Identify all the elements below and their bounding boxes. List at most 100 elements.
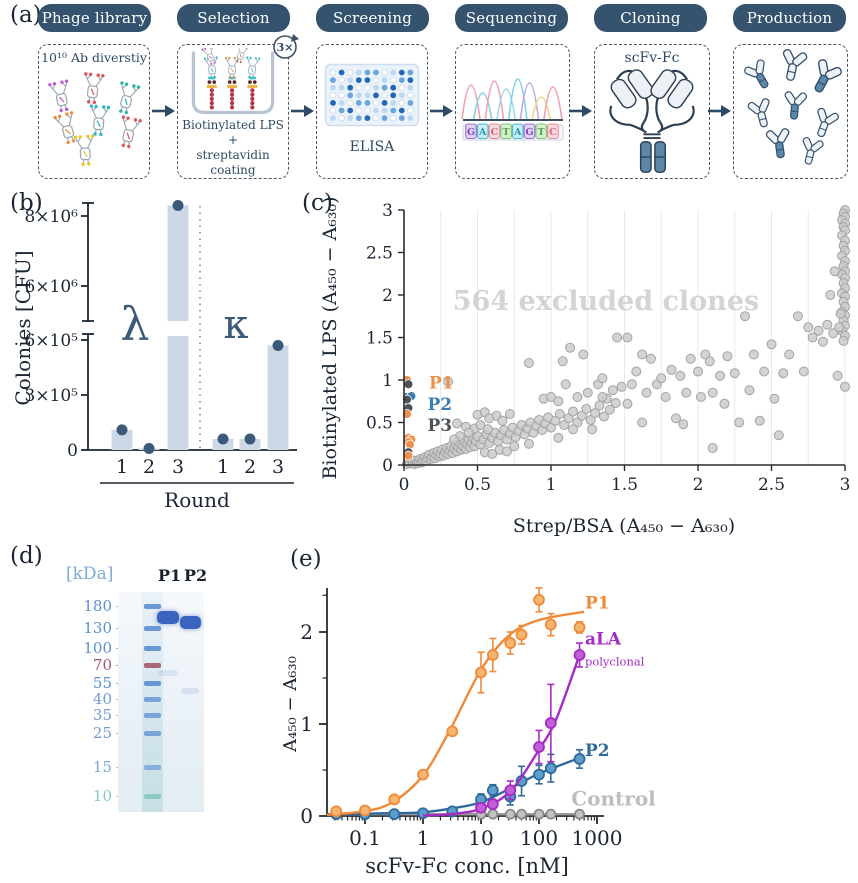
- library-caption: 10¹⁰ Ab diverstiy: [41, 50, 147, 65]
- phage-antibody-icon: [84, 71, 105, 104]
- svg-text:1: 1: [417, 826, 430, 850]
- series-p1: P1: [326, 587, 610, 818]
- svg-text:1: 1: [382, 371, 393, 391]
- series-label-p2: P2: [585, 741, 610, 761]
- data-point: [516, 808, 527, 820]
- svg-text:C: C: [490, 127, 498, 138]
- stage-production: Production: [733, 4, 846, 32]
- kda-label-100: 100: [83, 639, 112, 657]
- stage-box-screening: ELISA: [316, 44, 428, 179]
- data-point: [417, 807, 429, 820]
- svg-text:2: 2: [693, 475, 704, 495]
- x-axis-label: Round: [164, 488, 230, 512]
- stage-pill-phage-library: Phage library: [38, 4, 151, 32]
- svg-text:1: 1: [300, 712, 313, 736]
- ladder-band-180: [144, 603, 161, 609]
- fc-domains: [639, 140, 666, 173]
- sample-band-p1: [157, 611, 179, 624]
- svg-text:2: 2: [382, 286, 393, 306]
- faint-band: [158, 670, 178, 676]
- workflow-arrow-icon: [569, 105, 592, 117]
- data-point: [359, 804, 371, 817]
- y-axis-label: Biotinylated LPS (A₄₅₀ − A₆₃₀): [319, 196, 341, 479]
- svg-text:3: 3: [272, 456, 284, 478]
- phage-antibody-icon: [246, 56, 261, 79]
- gel-lane-label-p2: P2: [184, 566, 208, 585]
- cycle-3x-badge: 3×: [270, 32, 300, 66]
- svg-text:0.5: 0.5: [464, 475, 491, 495]
- svg-text:10: 10: [468, 826, 493, 850]
- workflow-arrow-icon: [708, 105, 731, 117]
- elisa-plate-illustration: [324, 63, 420, 127]
- stage-box-cloning: scFv-Fc: [594, 44, 710, 179]
- svg-text:T: T: [537, 127, 544, 138]
- data-point: [515, 628, 528, 641]
- stage-pill-sequencing: Sequencing: [455, 4, 568, 32]
- series-label-control: Control: [571, 786, 656, 810]
- svg-text:2: 2: [143, 456, 155, 478]
- group-symbol: λ: [120, 297, 149, 351]
- data-point: [417, 768, 429, 781]
- stage-pill-cloning: Cloning: [594, 4, 707, 32]
- data-point: [475, 801, 487, 814]
- svg-text:1: 1: [546, 475, 557, 495]
- series-sublabel: polyclonal: [585, 655, 645, 669]
- kda-label-25: 25: [92, 724, 112, 742]
- kda-header: [kDa]: [66, 564, 114, 584]
- data-point: [574, 808, 585, 820]
- phage-antibody-icon: [89, 104, 111, 136]
- data-point: [504, 637, 517, 649]
- svg-text:2.5: 2.5: [366, 244, 393, 264]
- svg-text:1000: 1000: [572, 826, 623, 850]
- stage-box-phage-library: 10¹⁰ Ab diverstiy: [38, 44, 150, 179]
- ladder-band-130: [144, 625, 161, 631]
- data-point: [504, 808, 516, 820]
- y-axis: 6×10⁶ 8×10⁶ 0 3×10⁵ 6×10⁵: [24, 202, 94, 461]
- svg-text:0: 0: [382, 456, 393, 476]
- scfv-fc-antibody-icon: [609, 68, 695, 173]
- chromatogram-peaks: [460, 78, 563, 120]
- clone-label-P2: P2: [428, 395, 453, 415]
- kda-label-180: 180: [83, 597, 112, 615]
- svg-text:G: G: [525, 127, 533, 138]
- antibody-icon: [784, 91, 807, 120]
- data-point: [533, 768, 545, 781]
- antibody-icon: [743, 59, 768, 89]
- kda-label-10: 10: [92, 787, 112, 805]
- svg-text:A: A: [478, 127, 487, 138]
- panel-d-letter: (d): [10, 543, 43, 569]
- ladder-band-70: [144, 662, 161, 668]
- selection-caption-line1: Biotinylated LPS +: [182, 118, 284, 147]
- selection-well-illustration: [191, 48, 275, 115]
- clone-label-P3: P3: [428, 416, 453, 436]
- svg-text:8×10⁶: 8×10⁶: [24, 207, 78, 227]
- elisa-caption: ELISA: [349, 139, 395, 155]
- watermark-excluded-clones: 564 excluded clones: [453, 286, 759, 317]
- x-axis-label: scFv-Fc conc. [nM]: [365, 854, 569, 878]
- fit-curve: [326, 610, 585, 817]
- svg-text:2: 2: [300, 620, 313, 644]
- antibody-icon: [814, 59, 842, 93]
- svg-text:3: 3: [172, 456, 184, 478]
- ladder-band-25: [144, 730, 161, 736]
- svg-text:T: T: [502, 127, 509, 138]
- svg-text:G: G: [466, 127, 474, 138]
- antibody-icon: [816, 107, 839, 138]
- production-antibodies-illustration: [743, 48, 842, 165]
- data-point: [573, 621, 586, 634]
- svg-text:6×10⁶: 6×10⁶: [24, 277, 78, 297]
- svg-text:1.5: 1.5: [611, 475, 638, 495]
- svg-text:0: 0: [399, 475, 410, 495]
- gel-lane-label-p1: P1: [158, 566, 182, 585]
- workflow-arrow-icon: [430, 105, 453, 117]
- phage-antibody-icon: [224, 56, 240, 79]
- x-axis-label: Strep/BSA (A₄₅₀ − A₆₃₀): [513, 515, 735, 537]
- stage-phage-library: Phage library: [38, 4, 151, 32]
- svg-text:1.5: 1.5: [366, 329, 393, 349]
- svg-text:0: 0: [300, 804, 313, 828]
- stage-pill-screening: Screening: [316, 4, 429, 32]
- antibody-icon: [782, 48, 807, 81]
